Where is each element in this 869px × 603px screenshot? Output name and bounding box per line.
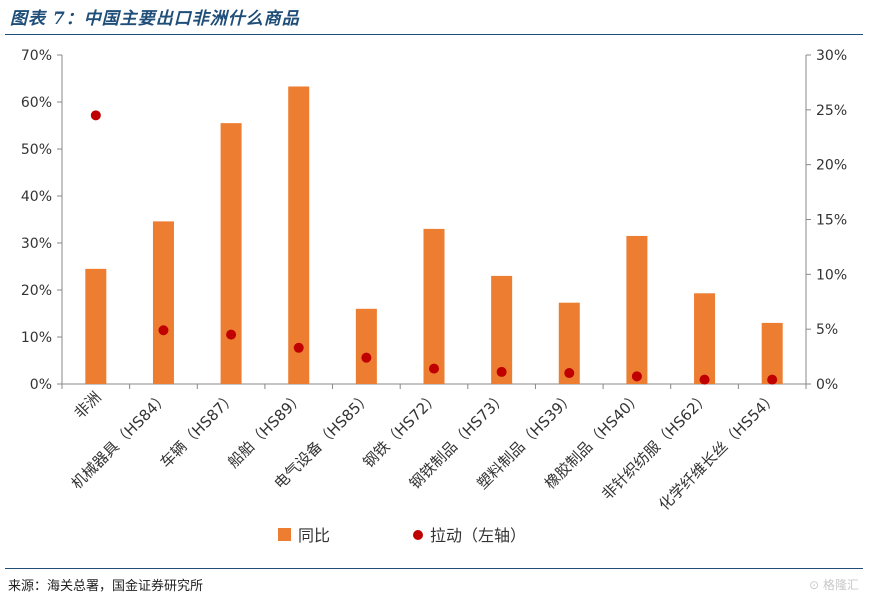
x-category-label: 化学纤维长丝（HS54） [655, 388, 781, 514]
bar-10 [761, 322, 783, 384]
left-tick-label: 40% [21, 189, 52, 205]
source-divider [5, 568, 863, 569]
bar-8 [626, 235, 648, 384]
dot-1 [158, 325, 169, 336]
left-tick-label: 60% [21, 95, 52, 111]
left-tick-label: 20% [21, 283, 52, 299]
left-tick-label: 10% [21, 330, 52, 346]
right-tick-label: 20% [816, 158, 847, 174]
right-tick-label: 10% [816, 267, 847, 283]
bar-4 [355, 308, 377, 384]
figure-title: 图表 7：中国主要出口非洲什么商品 [10, 9, 300, 29]
right-tick-label: 0% [816, 377, 838, 393]
left-tick-label: 30% [21, 236, 52, 252]
bar-6 [491, 275, 513, 384]
left-tick-label: 0% [30, 377, 52, 393]
x-category-label: 非洲 [71, 388, 105, 422]
title-divider [5, 34, 863, 35]
right-tick-label: 15% [816, 213, 847, 229]
source-note: 来源：海关总署，国金证券研究所 [8, 579, 204, 594]
dot-9 [699, 374, 710, 385]
legend-bar-swatch [278, 528, 291, 541]
legend-bar-label: 同比 [298, 526, 330, 545]
left-tick-label: 70% [21, 48, 52, 64]
bar-7 [558, 302, 580, 384]
bar-0 [85, 268, 107, 384]
bar-1 [152, 221, 174, 384]
legend-dot-label: 拉动（左轴） [430, 526, 526, 545]
dot-7 [564, 368, 575, 379]
dot-3 [293, 342, 304, 353]
left-tick-label: 50% [21, 142, 52, 158]
dot-10 [767, 374, 778, 385]
bar-5 [423, 228, 445, 384]
bar-2 [220, 123, 242, 385]
dot-5 [429, 363, 439, 374]
legend-dot-swatch [413, 530, 423, 540]
watermark-logo: ⊙ 格隆汇 [809, 578, 859, 592]
dot-2 [226, 329, 237, 340]
dot-8 [631, 371, 642, 382]
bar-9 [694, 293, 716, 384]
right-tick-label: 30% [816, 48, 847, 64]
right-tick-label: 25% [816, 103, 847, 119]
bar-3 [288, 86, 310, 385]
dot-0 [90, 110, 101, 121]
watermark-text: 格隆汇 [822, 578, 859, 592]
dot-4 [361, 352, 372, 363]
dot-6 [496, 366, 507, 377]
right-tick-label: 5% [816, 322, 838, 338]
